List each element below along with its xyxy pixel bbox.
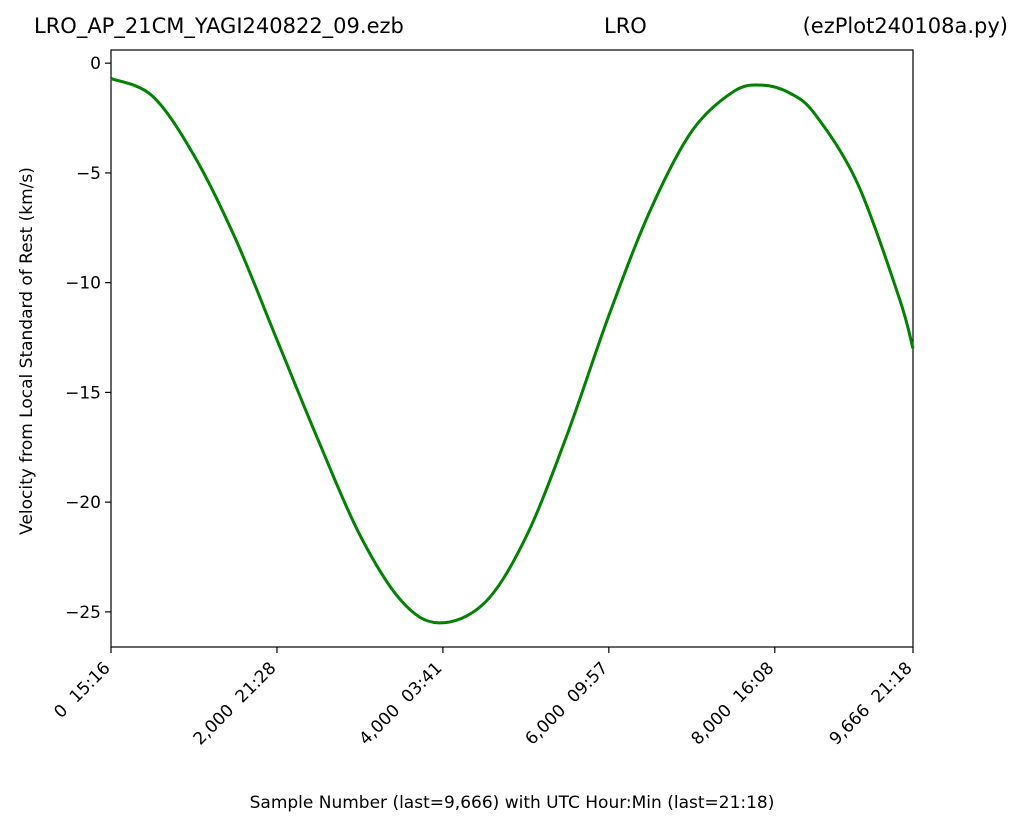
y-tick-label: −10 [65, 274, 101, 294]
y-axis: 0 −5 −10 −15 −20 −25 [65, 54, 111, 623]
y-tick-label: −20 [65, 493, 101, 513]
x-tick-label: 9,666 21:18 [826, 658, 917, 749]
chart-title-target: LRO [604, 14, 647, 38]
x-axis: 0 15:16 2,000 21:28 4,000 03:41 6,000 09:57… [50, 647, 917, 749]
series-line-0 [110, 77, 915, 625]
x-tick-label: 8,000 16:08 [687, 658, 778, 749]
y-tick-label: −25 [65, 603, 101, 623]
y-tick-label: −5 [76, 164, 101, 184]
x-tick-label: 0 15:16 [50, 658, 114, 722]
y-tick-label: −15 [65, 383, 101, 403]
chart-title-script: (ezPlot240108a.py) [802, 14, 1008, 38]
x-tick-label: 4,000 03:41 [356, 658, 447, 749]
x-tick-label: 2,000 21:28 [190, 658, 281, 749]
chart-title-filename: LRO_AP_21CM_YAGI240822_09.ezb [34, 14, 404, 38]
y-tick-label: 0 [90, 54, 101, 74]
y-axis-label: Velocity from Local Standard of Rest (km… [17, 167, 37, 535]
x-tick-label: 6,000 09:57 [522, 658, 613, 749]
x-axis-label: Sample Number (last=9,666) with UTC Hour… [250, 793, 775, 813]
plot-area [110, 49, 915, 648]
plot-frame [110, 49, 914, 648]
